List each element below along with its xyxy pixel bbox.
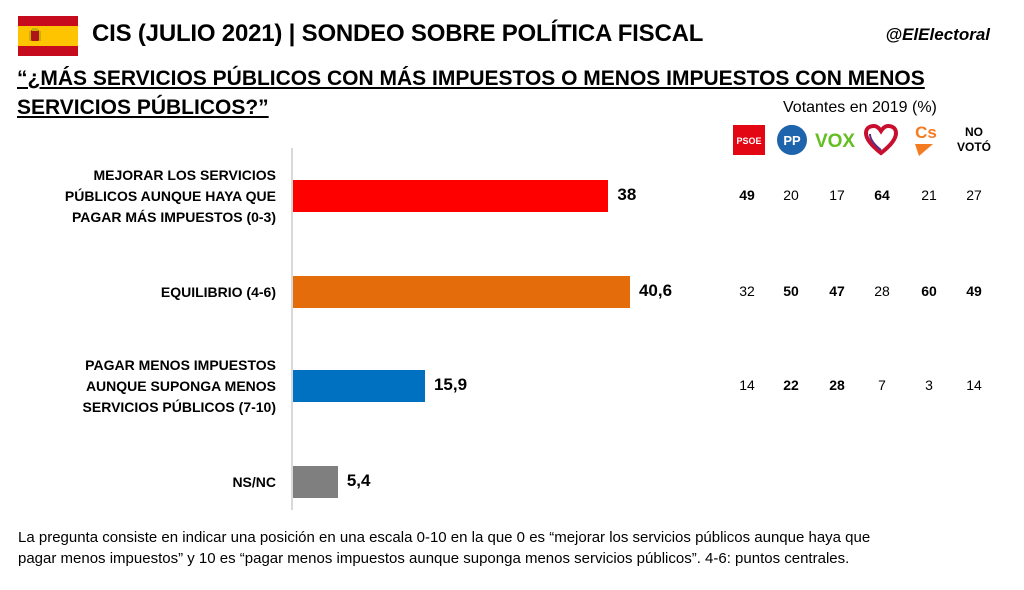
ciudadanos-logo-icon: Cs [905,120,949,160]
breakdown-title: Votantes en 2019 (%) [783,99,937,116]
bar [293,276,630,308]
breakdown-cell: 14 [739,377,755,393]
survey-question: “¿MÁS SERVICIOS PÚBLICOS CON MÁS IMPUEST… [17,64,977,122]
category-label: PAGAR MENOS IMPUESTOS AUNQUE SUPONGA MENO… [83,355,276,418]
bar-value-label: 38 [617,185,637,204]
author-handle: @ElElectoral [885,25,990,44]
breakdown-cell: 17 [829,187,845,203]
category-label: MEJORAR LOS SERVICIOS PÚBLICOS AUNQUE HAY… [65,165,276,228]
category-label-line: SERVICIOS PÚBLICOS (7-10) [82,398,276,415]
breakdown-cell: 49 [739,187,755,203]
footnote-line-1: La pregunta consiste en indicar una posi… [18,529,871,546]
breakdown-cell: 14 [966,377,982,393]
bar [293,180,609,212]
psoe-logo-icon: PSOE [727,120,771,160]
breakdown-cell: 28 [829,377,845,393]
category-label: NS/NC [232,472,276,493]
category-label-line: PAGAR MENOS IMPUESTOS [85,356,276,373]
bar-value-label: 15,9 [433,375,468,394]
breakdown-cell: 32 [739,283,755,299]
question-line-2: SERVICIOS PÚBLICOS?” [17,96,269,119]
breakdown-cell: 7 [878,377,886,393]
breakdown-cell: 60 [921,283,937,299]
breakdown-cell: 50 [783,283,799,299]
category-label-line: AUNQUE SUPONGA MENOS [85,377,276,394]
no-voto-line-2: VOTÓ [956,140,991,154]
page-title: CIS (JULIO 2021) | SONDEO SOBRE POLÍTICA… [92,20,704,47]
category-label-line: MEJORAR LOS SERVICIOS [93,166,276,183]
footnote: La pregunta consiste en indicar una posi… [18,527,1008,569]
breakdown-cell: 3 [925,377,933,393]
vox-logo-text: VOX [815,131,855,152]
breakdown-cell: 64 [874,187,890,203]
pp-logo-text: PP [783,133,801,148]
category-label-line: NS/NC [232,473,276,490]
breakdown-cell: 27 [966,187,982,203]
no-voto-header: NO VOTÓ [952,120,996,160]
breakdown-cell: 21 [921,187,937,203]
question-line-1: “¿MÁS SERVICIOS PÚBLICOS CON MÁS IMPUEST… [17,67,925,90]
footnote-line-2: pagar menos impuestos” y 10 es “pagar me… [18,550,850,567]
bar [293,370,425,402]
podemos-heart-logo-icon [859,120,903,160]
bar-value-label: 40,6 [638,281,673,300]
category-label: EQUILIBRIO (4-6) [161,282,276,303]
cs-logo-text: Cs [915,123,937,142]
breakdown-cell: 28 [874,283,890,299]
psoe-logo-text: PSOE [736,136,761,146]
bar-value-label: 5,4 [346,471,371,490]
no-voto-line-1: NO [964,125,983,139]
breakdown-cell: 22 [783,377,799,393]
category-label-line: PAGAR MÁS IMPUESTOS (0-3) [71,208,276,225]
category-label-line: PÚBLICOS AUNQUE HAYA QUE [64,187,276,204]
spain-flag-icon [18,16,78,56]
chart-axis-line [291,148,293,510]
category-label-line: EQUILIBRIO (4-6) [160,283,276,300]
breakdown-cell: 49 [966,283,982,299]
breakdown-cell: 47 [829,283,845,299]
bar [293,466,338,498]
vox-logo-icon: VOX [813,120,857,160]
breakdown-cell: 20 [783,187,799,203]
pp-logo-icon: PP [770,120,814,160]
